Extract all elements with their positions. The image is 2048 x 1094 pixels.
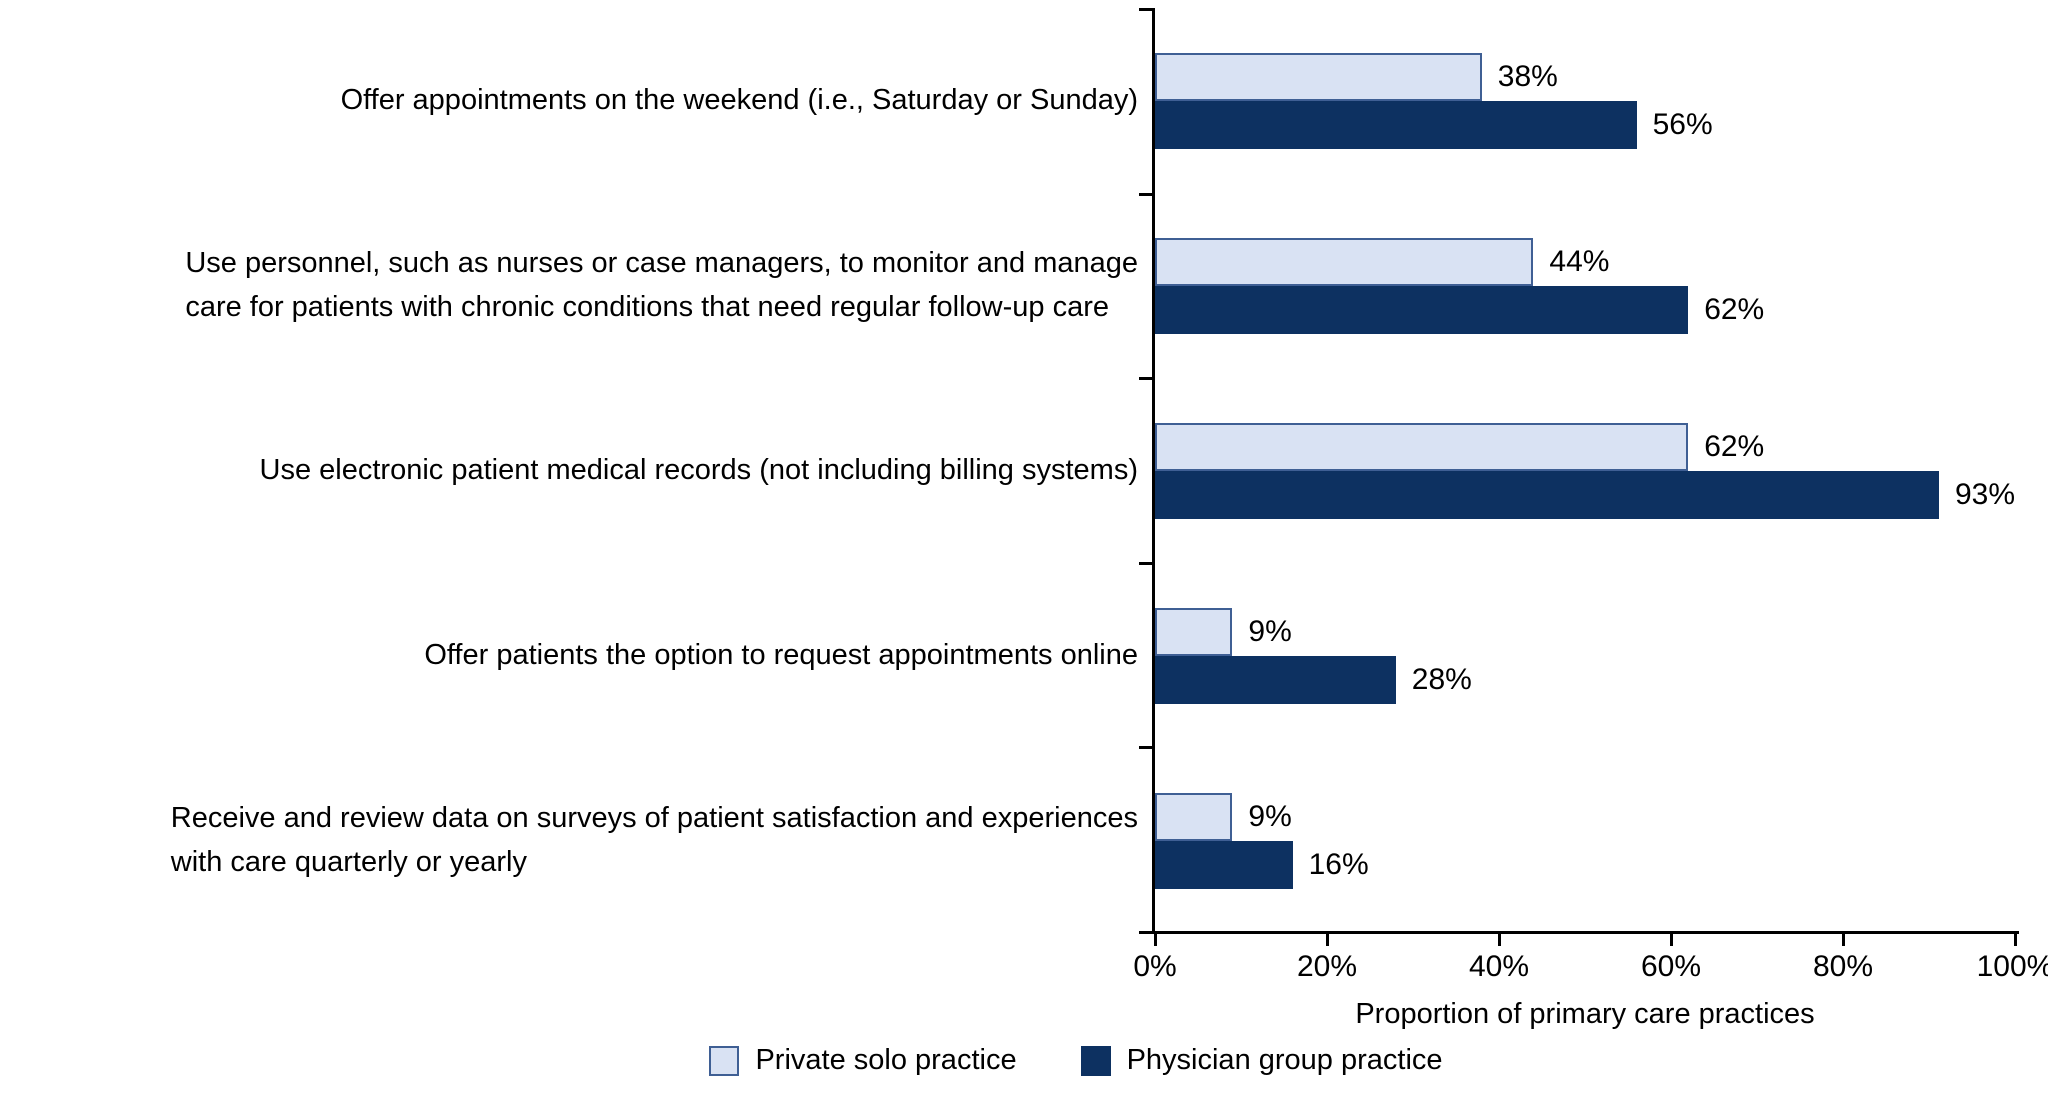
category-label: Use personnel, such as nurses or case ma… xyxy=(0,193,1138,378)
category-label: Receive and review data on surveys of pa… xyxy=(0,748,1138,933)
value-label: 9% xyxy=(1248,614,1292,648)
legend-label: Physician group practice xyxy=(1126,1044,1443,1076)
bar-line-private-solo: 38% xyxy=(1155,52,2015,101)
bar-pair: 38% 56% xyxy=(1155,52,2015,149)
bar-private-solo xyxy=(1155,607,1233,656)
category-tick xyxy=(1139,931,1153,934)
x-axis-tick xyxy=(2014,934,2017,946)
legend-item-private-solo: Private solo practice xyxy=(709,1044,1017,1077)
x-tick-label: 60% xyxy=(1640,950,1702,983)
bar-physician-group xyxy=(1155,285,1689,334)
bar-line-private-solo: 9% xyxy=(1155,607,2015,656)
bar-group-chronic-care-personnel: Use personnel, such as nurses or case ma… xyxy=(0,193,2048,378)
x-tick-label: 80% xyxy=(1812,950,1874,983)
bar-private-solo xyxy=(1155,422,1689,471)
bar-pair: 62% 93% xyxy=(1155,422,2015,519)
x-axis-tick xyxy=(1842,934,1845,946)
category-label-text: Offer patients the option to request app… xyxy=(424,638,1138,671)
x-axis-tick xyxy=(1670,934,1673,946)
bar-line-private-solo: 9% xyxy=(1155,792,2015,841)
bar-line-private-solo: 62% xyxy=(1155,422,2015,471)
value-label: 16% xyxy=(1308,847,1369,881)
bar-physician-group xyxy=(1155,100,1637,149)
category-tick xyxy=(1139,8,1153,11)
category-label-text: Receive and review data on surveys of pa… xyxy=(170,802,1138,878)
x-axis-line xyxy=(1139,931,2019,934)
bar-line-physician-group: 62% xyxy=(1155,285,2015,334)
category-tick xyxy=(1139,193,1153,196)
x-axis-tick xyxy=(1154,934,1157,946)
category-label: Offer appointments on the weekend (i.e.,… xyxy=(0,8,1138,193)
x-tick-label: 40% xyxy=(1468,950,1530,983)
legend-label: Private solo practice xyxy=(755,1044,1017,1076)
legend-swatch-private-solo xyxy=(709,1045,740,1076)
bar-group-weekend-appointments: Offer appointments on the weekend (i.e.,… xyxy=(0,8,2048,193)
category-tick xyxy=(1139,746,1153,749)
legend: Private solo practice Physician group pr… xyxy=(52,1044,2048,1077)
legend-swatch-physician-group xyxy=(1080,1045,1111,1076)
value-label: 62% xyxy=(1704,429,1765,463)
bar-private-solo xyxy=(1155,52,1482,101)
bar-pair: 44% 62% xyxy=(1155,237,2015,334)
bar-groups: Offer appointments on the weekend (i.e.,… xyxy=(0,8,2048,933)
category-label: Offer patients the option to request app… xyxy=(0,563,1138,748)
bar-group-electronic-records: Use electronic patient medical records (… xyxy=(0,378,2048,563)
value-label: 44% xyxy=(1549,244,1610,278)
legend-item-physician-group: Physician group practice xyxy=(1080,1044,1443,1077)
category-label-text: Offer appointments on the weekend (i.e.,… xyxy=(340,83,1138,116)
bar-private-solo xyxy=(1155,792,1233,841)
bar-line-physician-group: 28% xyxy=(1155,655,2015,704)
x-axis-tick xyxy=(1326,934,1329,946)
category-label-text: Use personnel, such as nurses or case ma… xyxy=(185,247,1138,323)
x-tick-label: 20% xyxy=(1296,950,1358,983)
bar-group-online-appointments: Offer patients the option to request app… xyxy=(0,563,2048,748)
bar-physician-group xyxy=(1155,655,1396,704)
x-tick-label: 0% xyxy=(1133,950,1177,983)
value-label: 28% xyxy=(1411,662,1472,696)
bar-line-physician-group: 16% xyxy=(1155,840,2015,889)
value-label: 9% xyxy=(1248,799,1292,833)
bar-private-solo xyxy=(1155,237,1534,286)
bar-line-physician-group: 93% xyxy=(1155,470,2015,519)
category-label-text: Use electronic patient medical records (… xyxy=(259,453,1138,486)
bar-line-private-solo: 44% xyxy=(1155,237,2015,286)
value-label: 38% xyxy=(1497,59,1558,93)
bar-physician-group xyxy=(1155,470,1939,519)
category-tick xyxy=(1139,562,1153,565)
value-label: 93% xyxy=(1954,477,2015,511)
x-axis-title: Proportion of primary care practices xyxy=(1355,998,1815,1030)
value-label: 62% xyxy=(1704,292,1765,326)
x-tick-label: 100% xyxy=(1976,950,2048,983)
category-label: Use electronic patient medical records (… xyxy=(0,378,1138,563)
bar-pair: 9% 28% xyxy=(1155,607,2015,704)
bar-pair: 9% 16% xyxy=(1155,792,2015,889)
bar-group-patient-surveys: Receive and review data on surveys of pa… xyxy=(0,748,2048,933)
bar-physician-group xyxy=(1155,840,1293,889)
value-label: 56% xyxy=(1652,107,1713,141)
bar-line-physician-group: 56% xyxy=(1155,100,2015,149)
category-tick xyxy=(1139,377,1153,380)
y-axis-line xyxy=(1152,8,1155,934)
x-axis-tick xyxy=(1498,934,1501,946)
